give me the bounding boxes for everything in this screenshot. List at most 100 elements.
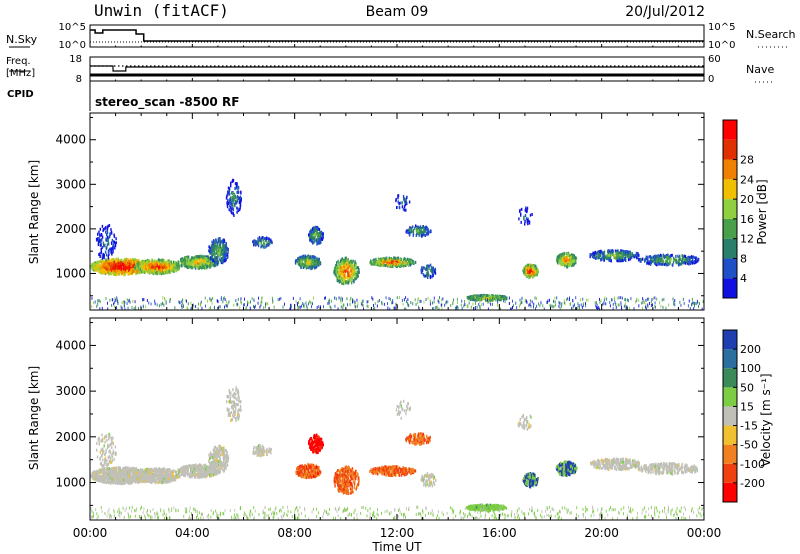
data-cell <box>353 267 356 271</box>
ground-cell <box>222 300 224 304</box>
data-cell <box>564 261 566 265</box>
data-cell <box>373 260 375 264</box>
ground-cell <box>472 302 474 306</box>
ground-cell <box>324 296 325 300</box>
data-cell <box>356 266 358 270</box>
data-cell <box>146 269 149 273</box>
data-cell <box>375 257 377 261</box>
data-cell <box>572 259 574 263</box>
data-cell <box>119 270 121 274</box>
data-cell <box>225 257 227 261</box>
ground-cell <box>403 298 405 302</box>
data-cell <box>598 256 601 260</box>
data-cell <box>497 294 499 298</box>
data-cell <box>232 205 234 208</box>
ground-cell <box>338 296 340 300</box>
ground-cell <box>693 307 695 311</box>
ground-cell <box>623 304 625 308</box>
ground-cell <box>515 301 517 305</box>
data-cell <box>600 252 602 256</box>
ground-cell <box>388 297 390 301</box>
data-cell <box>506 296 508 300</box>
data-cell <box>144 262 146 266</box>
ground-cell <box>680 303 682 307</box>
ground-cell <box>142 304 144 308</box>
data-cell <box>217 257 219 261</box>
data-cell <box>304 264 306 267</box>
data-cell <box>617 249 619 253</box>
data-cell <box>212 253 215 257</box>
data-cell <box>230 184 232 188</box>
ground-cell <box>568 298 570 302</box>
data-cell <box>318 257 320 261</box>
data-cell <box>650 261 653 264</box>
data-cell <box>108 252 110 256</box>
data-cell <box>665 263 668 267</box>
data-cell <box>341 262 343 265</box>
data-cell <box>414 226 416 230</box>
ground-cell <box>519 302 521 306</box>
ground-cell <box>625 298 627 302</box>
data-cell <box>230 211 233 215</box>
data-cell <box>349 266 352 270</box>
data-cell <box>308 233 310 237</box>
data-cell <box>202 257 204 261</box>
data-cell <box>395 256 397 260</box>
ground-cell <box>394 306 396 310</box>
data-cell <box>397 256 400 260</box>
radar-title: Unwin (fitACF) <box>94 1 229 20</box>
ground-cell <box>123 300 125 304</box>
ground-cell <box>383 302 385 306</box>
data-cell <box>385 257 387 261</box>
data-cell <box>101 261 103 265</box>
data-cell <box>215 244 217 248</box>
ground-cell <box>316 306 318 309</box>
ground-cell <box>450 304 452 308</box>
data-cell <box>301 255 303 259</box>
data-cell <box>196 258 198 262</box>
data-cell <box>219 243 221 247</box>
data-cell <box>317 235 319 239</box>
data-cell <box>528 265 531 269</box>
data-cell <box>141 261 144 265</box>
data-cell <box>316 230 318 234</box>
data-cell <box>667 262 670 266</box>
data-cell <box>533 274 535 278</box>
data-cell <box>478 297 480 301</box>
data-cell <box>316 239 318 243</box>
data-cell <box>215 261 218 265</box>
data-cell <box>220 247 222 251</box>
data-cell <box>333 270 335 274</box>
ground-cell <box>199 302 201 306</box>
data-cell <box>404 263 406 267</box>
ground-cell <box>549 303 551 307</box>
data-cell <box>560 259 563 263</box>
data-cell <box>221 244 224 248</box>
data-cell <box>268 243 270 247</box>
data-cell <box>313 234 315 238</box>
data-cell <box>664 262 666 266</box>
data-cell <box>97 232 99 236</box>
data-cell <box>491 298 494 302</box>
data-cell <box>617 254 619 258</box>
data-cell <box>228 202 230 205</box>
data-cell <box>146 265 148 269</box>
data-cell <box>688 256 691 260</box>
data-cell <box>686 261 689 265</box>
data-cell <box>691 258 694 262</box>
data-cell <box>138 271 140 275</box>
ground-cell <box>609 304 611 308</box>
ground-cell <box>419 299 421 303</box>
data-cell <box>111 258 113 262</box>
ground-cell <box>132 299 134 303</box>
data-cell <box>639 257 641 261</box>
data-cell <box>662 260 665 264</box>
ground-cell <box>187 302 189 306</box>
ground-cell <box>519 298 521 302</box>
data-cell <box>529 270 531 274</box>
freq-tick-high: 18 <box>69 54 82 65</box>
data-cell <box>194 258 196 262</box>
ground-cell <box>432 307 433 311</box>
data-cell <box>200 262 202 266</box>
ground-cell <box>412 302 414 306</box>
